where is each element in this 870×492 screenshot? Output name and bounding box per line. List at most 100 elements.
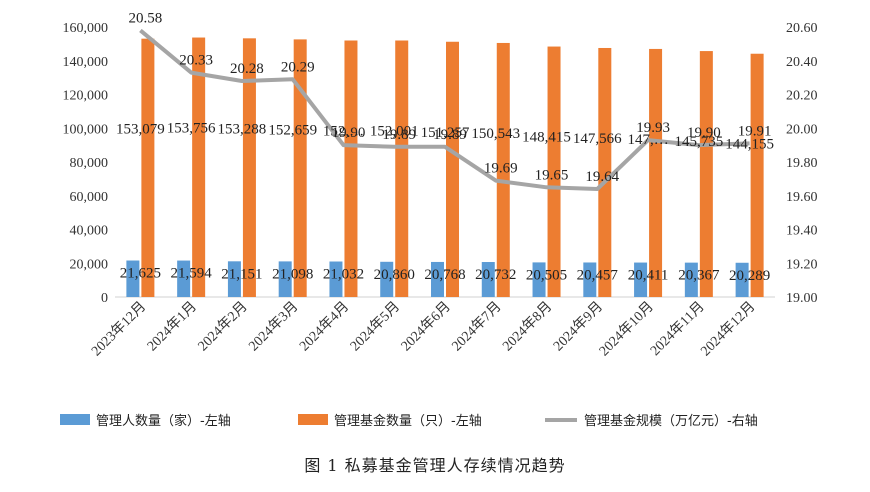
data-label-fund-scale: 20.29: [281, 59, 315, 75]
bar-fund-count: [699, 51, 713, 297]
data-label-fund-count: 153,079: [116, 122, 165, 138]
legend-swatch-fund-count: [298, 414, 328, 425]
left-tick-label: 20,000: [70, 257, 109, 272]
data-label-fund-count: 151,257: [421, 125, 470, 141]
bar-fund-count: [547, 46, 561, 298]
data-label-manager-count: 20,505: [526, 267, 567, 283]
right-tick-label: 19.00: [786, 291, 818, 306]
data-label-fund-scale: 19.89: [382, 127, 416, 143]
data-label-manager-count: 20,457: [577, 267, 619, 283]
data-label-fund-count: 152,001: [370, 123, 419, 139]
data-label-fund-scale: 19.91: [738, 123, 772, 139]
left-tick-label: 120,000: [63, 89, 109, 104]
legend-label-fund-scale: 管理基金规模（万亿元）-右轴: [584, 413, 758, 429]
category-axis: 2023年12月2024年1月2024年2月2024年3月2024年4月2024…: [88, 299, 758, 360]
bar-fund-count: [344, 40, 358, 297]
left-tick-label: 80,000: [70, 156, 109, 171]
right-tick-label: 19.60: [786, 190, 818, 205]
category-label: 2024年5月: [347, 299, 403, 355]
category-label: 2024年2月: [195, 299, 251, 355]
bar-manager-count: [278, 261, 292, 297]
left-tick-label: 60,000: [70, 190, 109, 205]
bar-manager-count: [735, 262, 749, 297]
right-tick-label: 20.00: [786, 122, 818, 137]
category-label: 2024年9月: [550, 299, 606, 355]
data-label-fund-scale: 20.28: [230, 61, 264, 77]
legend: 管理人数量（家）-左轴 管理基金数量（只）-左轴 管理基金规模（万亿元）-右轴: [60, 413, 758, 429]
legend-label-fund-count: 管理基金数量（只）-左轴: [334, 413, 482, 429]
category-label: 2024年10月: [596, 299, 657, 360]
bar-manager-count: [380, 261, 394, 297]
data-label-fund-scale: 19.90: [687, 125, 721, 141]
data-label-fund-scale: 19.93: [636, 120, 670, 136]
data-label-manager-count: 21,625: [120, 266, 161, 282]
line-fund-scale: [139, 28, 750, 191]
category-label: 2024年7月: [449, 299, 505, 355]
right-tick-label: 20.20: [786, 89, 818, 104]
data-label-fund-scale: 20.58: [129, 10, 163, 26]
data-label-fund-scale: 20.33: [179, 53, 213, 69]
data-label-manager-count: 20,411: [628, 268, 669, 284]
category-label: 2024年12月: [698, 299, 759, 360]
bar-manager-count: [431, 261, 444, 297]
category-label: 2024年4月: [296, 299, 352, 355]
data-label-fund-count: 148,415: [522, 130, 571, 146]
bar-fund-count: [496, 42, 510, 298]
data-label-manager-count: 20,367: [678, 268, 720, 284]
data-label-fund-scale: 19.65: [535, 167, 569, 183]
data-label-fund-count: 150,543: [471, 126, 520, 142]
bar-manager-count: [634, 262, 648, 297]
data-label-manager-count: 20,289: [729, 268, 770, 284]
line-series: [139, 28, 750, 191]
category-label: 2024年8月: [500, 299, 556, 355]
bar-manager-count: [126, 260, 140, 297]
bar-fund-count: [242, 38, 256, 297]
data-labels: 153,079 21,625 20.58 153,756 21,594 20.33 153,…: [116, 10, 774, 283]
data-label-fund-scale: 19.89: [433, 127, 467, 143]
data-label-fund-scale: 19.90: [332, 125, 366, 141]
bar-manager-count: [177, 260, 191, 297]
right-tick-label: 20.40: [786, 55, 818, 70]
right-tick-label: 20.60: [786, 21, 818, 36]
data-label-fund-scale: 19.69: [484, 161, 518, 177]
legend-label-manager-count: 管理人数量（家）-左轴: [96, 413, 231, 429]
right-tick-label: 19.20: [786, 257, 818, 272]
right-tick-label: 19.40: [786, 224, 818, 239]
data-label-manager-count: 21,594: [171, 266, 213, 282]
left-tick-label: 0: [101, 291, 108, 306]
data-label-fund-count: 153,756: [167, 121, 216, 137]
bar-manager-count: [481, 262, 495, 297]
data-label-fund-count: 152,659: [268, 122, 317, 138]
bar-fund-count: [192, 37, 206, 298]
data-label-fund-count: 144,155: [725, 137, 774, 153]
bar-fund-count: [141, 38, 155, 297]
data-label-fund-count: 147,…: [627, 132, 668, 148]
left-tick-label: 100,000: [63, 122, 109, 137]
data-label-fund-scale: 19.64: [585, 169, 619, 185]
bar-manager-count: [329, 261, 343, 297]
category-label: 2024年6月: [398, 299, 454, 355]
data-label-fund-count: 145,735: [674, 134, 723, 150]
bar-fund-count: [293, 39, 307, 297]
bar-manager-count: [227, 261, 241, 297]
right-axis: 19.00 19.20 19.40 19.60 19.80 20.00 20.20 20.40…: [786, 21, 818, 306]
category-label: 2024年1月: [144, 299, 200, 355]
data-label-manager-count: 21,151: [221, 266, 262, 282]
bar-fund-count: [750, 53, 764, 298]
right-tick-label: 19.80: [786, 156, 818, 171]
data-label-manager-count: 21,032: [323, 267, 364, 283]
data-label-manager-count: 21,098: [272, 266, 313, 282]
figure-caption: 图 1 私募基金管理人存续情况趋势: [304, 456, 566, 475]
data-label-fund-count: 153,288: [218, 121, 267, 137]
bar-fund-count: [649, 48, 663, 297]
left-tick-label: 160,000: [63, 21, 109, 36]
data-label-fund-count: 152,…: [323, 124, 364, 140]
data-label-manager-count: 20,732: [475, 267, 516, 283]
chart: 0 20,000 40,000 60,000 80,000 100,000 120,000 1…: [60, 10, 818, 429]
data-label-manager-count: 20,768: [424, 267, 465, 283]
left-axis: 0 20,000 40,000 60,000 80,000 100,000 120,000 1…: [63, 21, 109, 306]
category-label: 2023年12月: [88, 299, 149, 360]
bar-fund-count: [395, 40, 409, 297]
bar-series: [126, 37, 764, 298]
bar-manager-count: [684, 262, 698, 297]
